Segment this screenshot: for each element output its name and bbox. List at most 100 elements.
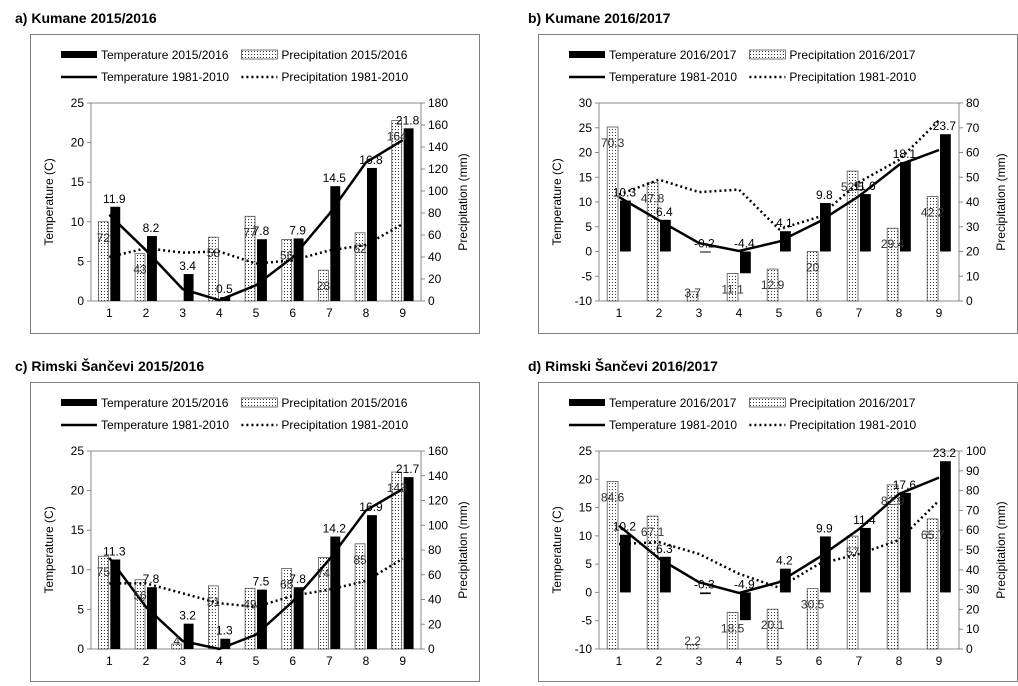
y2-tick-label: 100 — [428, 184, 448, 198]
x-tick-label: 6 — [816, 654, 823, 668]
precipitation-bar — [208, 236, 219, 302]
temperature-data-label: 11.6 — [853, 179, 876, 193]
legend-swatch-temperature-bar — [569, 51, 605, 58]
temperature-data-label: 23.7 — [933, 119, 957, 133]
temperature-data-label: 10.3 — [613, 186, 637, 200]
y-tick-label: -5 — [581, 614, 592, 628]
legend-swatch-temperature-bar — [61, 51, 97, 58]
chart-kumane-2015-2016: Temperature 2015/2016 Precipitation 2015/… — [42, 48, 470, 320]
temperature-data-label: 7.8 — [289, 572, 306, 586]
precipitation-bar — [846, 535, 859, 650]
temperature-bar — [940, 461, 951, 593]
temperature-normal-line — [618, 148, 940, 253]
temperature-data-label: 18.1 — [893, 147, 917, 161]
precipitation-bar — [886, 227, 899, 302]
temperature-normal-line — [618, 476, 940, 595]
temperature-data-label: 16.8 — [359, 153, 383, 167]
y2-axis-title: Precipitation (mm) — [456, 153, 470, 250]
y2-tick-label: 10 — [966, 269, 980, 283]
chart-kumane-2016-2017: Temperature 2016/2017 Precipitation 2016/… — [550, 48, 1008, 320]
legend-label: Temperature 2015/2016 — [101, 48, 229, 62]
y-tick-label: 5 — [77, 602, 84, 616]
temperature-bar — [820, 536, 831, 593]
precipitation-data-label: 62 — [353, 242, 367, 256]
precipitation-normal-line — [109, 557, 404, 609]
precipitation-bar — [606, 481, 619, 650]
temperature-data-label: 11.9 — [103, 192, 126, 206]
precipitation-bar — [726, 611, 739, 650]
temperature-bar — [860, 527, 871, 593]
temperature-bar — [660, 219, 671, 252]
temperature-bar — [740, 251, 751, 274]
legend-label: Precipitation 1981-2010 — [281, 418, 408, 432]
temperature-data-label: 6.3 — [656, 542, 673, 556]
y2-tick-label: 20 — [966, 245, 980, 259]
x-tick-label: 7 — [856, 306, 863, 320]
precipitation-bar — [134, 579, 146, 650]
x-tick-label: 4 — [736, 306, 743, 320]
y-tick-label: 25 — [579, 121, 593, 135]
y2-axis-title: Precipitation (mm) — [456, 501, 470, 598]
precipitation-data-label: 12.9 — [761, 278, 785, 292]
legend-label: Precipitation 2016/2017 — [789, 48, 915, 62]
panel-b: b) Kumane 2016/2017 Temperature 2016/201… — [528, 10, 1018, 340]
chart-frame: Temperature 2015/2016 Precipitation 2015/… — [30, 34, 480, 334]
y-tick-label: 15 — [71, 175, 85, 189]
y-tick-label: 30 — [579, 96, 593, 110]
y2-axis-title: Precipitation (mm) — [994, 153, 1008, 250]
y-tick-label: 20 — [579, 146, 593, 160]
y2-tick-label: 60 — [966, 523, 980, 537]
precipitation-data-label: 18.5 — [721, 621, 745, 635]
y2-tick-label: 80 — [428, 206, 442, 220]
panel-d: d) Rimski Šančevi 2016/2017 Temperature … — [528, 358, 1018, 682]
temperature-bar — [220, 638, 231, 649]
temperature-bar — [700, 592, 711, 595]
y-tick-label: 20 — [71, 484, 85, 498]
x-tick-label: 8 — [896, 654, 903, 668]
precipitation-data-label: 82.9 — [881, 494, 905, 508]
precipitation-bar — [646, 515, 659, 650]
x-tick-label: 7 — [856, 654, 863, 668]
precipitation-bar — [926, 518, 939, 650]
temperature-data-label: 10.2 — [613, 520, 637, 534]
precipitation-bar — [391, 471, 403, 650]
temperature-bar — [147, 236, 157, 301]
temperature-data-label: -0.2 — [694, 237, 715, 251]
y-tick-label: 0 — [585, 585, 592, 599]
precipitation-data-label: 85 — [353, 553, 367, 567]
temperature-normal-line — [108, 139, 404, 302]
legend-label: Temperature 1981-2010 — [101, 70, 229, 84]
y-tick-label: 5 — [585, 220, 592, 234]
precipitation-data-label: 49 — [243, 597, 257, 611]
y2-axis-title: Precipitation (mm) — [994, 501, 1008, 598]
y-tick-label: 5 — [77, 254, 84, 268]
x-tick-label: 9 — [936, 306, 943, 320]
y-tick-label: 5 — [585, 557, 592, 571]
chart-frame: Temperature 2015/2016 Precipitation 2015/… — [30, 382, 480, 682]
legend-label: Precipitation 2016/2017 — [789, 396, 915, 410]
y2-tick-label: 30 — [966, 583, 980, 597]
y-tick-label: 25 — [71, 444, 85, 458]
legend-swatch-precipitation-bar — [240, 397, 278, 408]
precipitation-bar — [244, 215, 256, 302]
temperature-data-label: 4.1 — [776, 216, 793, 230]
temperature-data-label: 4.2 — [776, 554, 793, 568]
y-tick-label: 0 — [77, 642, 84, 656]
panel-a: a) Kumane 2015/2016 Temperature 2015/201… — [15, 10, 495, 340]
y2-tick-label: 30 — [966, 220, 980, 234]
y2-tick-label: 40 — [428, 250, 442, 264]
x-tick-label: 1 — [616, 306, 623, 320]
temperature-data-label: 1.3 — [216, 624, 233, 638]
y2-tick-label: 180 — [428, 96, 448, 110]
temperature-bar — [293, 238, 304, 301]
precipitation-data-label: 52.5 — [841, 180, 865, 194]
precipitation-bar — [391, 120, 403, 302]
legend-label: Precipitation 1981-2010 — [789, 418, 916, 432]
legend-label: Precipitation 1981-2010 — [281, 70, 408, 84]
y2-tick-label: 120 — [428, 162, 448, 176]
precipitation-bar — [98, 221, 109, 302]
precipitation-bar — [318, 557, 329, 650]
temperature-bar — [330, 536, 341, 649]
precipitation-bar — [846, 170, 859, 302]
x-tick-label: 8 — [363, 306, 370, 320]
